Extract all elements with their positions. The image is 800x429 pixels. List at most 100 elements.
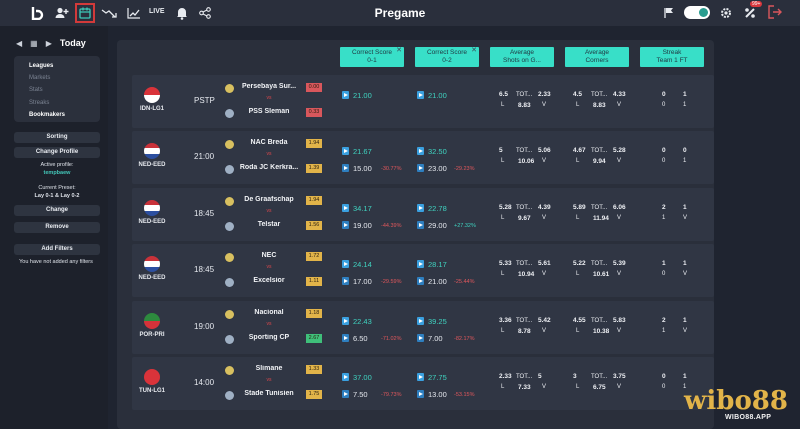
chevron-left-icon[interactable]: ◀ (16, 38, 23, 48)
home-team[interactable]: NEC (261, 252, 277, 259)
bell-icon[interactable] (173, 4, 191, 22)
play-icon[interactable] (417, 260, 424, 268)
share-icon[interactable] (196, 4, 214, 22)
play-icon[interactable] (342, 221, 349, 229)
cs01-odds-current[interactable]: 15.00 (353, 164, 372, 173)
shots-v-label: V (542, 102, 547, 108)
play-icon[interactable] (417, 317, 424, 325)
play-icon[interactable] (342, 164, 349, 172)
play-icon[interactable] (342, 204, 349, 212)
play-icon[interactable] (342, 334, 349, 342)
column-header-streak[interactable]: Streak Team 1 FT (640, 47, 704, 67)
calendar-icon[interactable] (75, 3, 95, 23)
cs02-odds[interactable]: 32.50 (428, 147, 447, 156)
cs01-odds-current[interactable]: 6.50 (353, 334, 368, 343)
home-team[interactable]: Nacional (254, 309, 284, 316)
cs01-odds[interactable]: 22.43 (353, 317, 372, 326)
sorting-button[interactable]: Sorting (14, 132, 100, 143)
play-icon[interactable] (417, 164, 424, 172)
corners-total-label: TOT... (591, 374, 608, 380)
play-icon[interactable] (342, 317, 349, 325)
cs01-odds[interactable]: 21.67 (353, 147, 372, 156)
play-icon[interactable] (417, 277, 424, 285)
cs02-odds[interactable]: 22.78 (428, 204, 447, 213)
cs01-odds[interactable]: 21.00 (353, 91, 372, 100)
play-icon[interactable] (417, 373, 424, 381)
column-header-cs02[interactable]: Correct Score 0-2 ✕ (415, 47, 479, 67)
sidebar-item-markets[interactable]: Markets (29, 75, 51, 82)
play-icon[interactable] (342, 390, 349, 398)
chevron-right-icon[interactable]: ▶ (45, 38, 52, 48)
home-team[interactable]: Persebaya Sur... (241, 83, 297, 90)
play-icon[interactable] (342, 260, 349, 268)
cs01-odds-current[interactable]: 7.50 (353, 390, 368, 399)
remove-preset-button[interactable]: Remove (14, 222, 100, 233)
play-icon[interactable] (417, 204, 424, 212)
gear-icon[interactable] (717, 4, 735, 22)
home-team[interactable]: Slimane (255, 365, 283, 372)
theme-toggle[interactable] (684, 6, 710, 19)
cs02-odds[interactable]: 39.25 (428, 317, 447, 326)
match-row[interactable]: IDN-LG1 PSTP Persebaya Sur... vs PSS Sleman 0… (132, 75, 714, 128)
play-icon[interactable] (342, 147, 349, 155)
cs01-odds[interactable]: 37.00 (353, 373, 372, 382)
play-icon[interactable] (417, 91, 424, 99)
corners-v-label: V (617, 158, 622, 164)
change-preset-button[interactable]: Change (14, 205, 100, 216)
user-add-icon[interactable] (53, 4, 71, 22)
sidebar-item-stats[interactable]: Stats (29, 87, 43, 94)
calendar-small-icon[interactable]: ▦ (30, 38, 38, 48)
home-team[interactable]: NAC Breda (250, 139, 288, 146)
cs02-odds-current[interactable]: 23.00 (428, 164, 447, 173)
play-icon[interactable] (417, 334, 424, 342)
play-icon[interactable] (342, 277, 349, 285)
play-icon[interactable] (417, 390, 424, 398)
change-profile-button[interactable]: Change Profile (14, 147, 100, 158)
cs01-odds-current[interactable]: 19.00 (353, 221, 372, 230)
cs01-odds-current[interactable]: 17.00 (353, 277, 372, 286)
logout-icon[interactable] (768, 5, 782, 22)
logo-icon[interactable] (28, 4, 46, 22)
cs02-odds[interactable]: 27.75 (428, 373, 447, 382)
away-team[interactable]: PSS Sleman (248, 108, 290, 115)
match-row[interactable]: TUN-LG1 14:00 Slimane vs Stade Tunisien 1.33 1… (132, 357, 714, 410)
cs02-odds-current[interactable]: 21.00 (428, 277, 447, 286)
chart-icon[interactable] (125, 4, 143, 22)
away-team[interactable]: Roda JC Kerkra... (239, 164, 299, 171)
add-filters-button[interactable]: Add Filters (14, 244, 100, 255)
match-row[interactable]: NED-EED 18:45 NEC vs Excelsior 1.72 1.11 24.14 1… (132, 244, 714, 297)
page-title: Pregame (374, 6, 426, 20)
away-team[interactable]: Sporting CP (248, 334, 290, 341)
close-icon[interactable]: ✕ (471, 47, 477, 54)
play-icon[interactable] (342, 373, 349, 381)
match-row[interactable]: NED-EED 18:45 De Graafschap vs Telstar 1.94 1.… (132, 188, 714, 241)
cs02-odds[interactable]: 21.00 (428, 91, 447, 100)
gift-icon[interactable] (741, 4, 759, 22)
cs02-odds-current[interactable]: 7.00 (428, 334, 443, 343)
away-team[interactable]: Telstar (257, 221, 281, 228)
cs02-odds-current[interactable]: 29.00 (428, 221, 447, 230)
match-row[interactable]: NED-EED 21:00 NAC Breda vs Roda JC Kerkra...… (132, 131, 714, 184)
play-icon[interactable] (342, 91, 349, 99)
match-row[interactable]: POR-PRI 19:00 Nacional vs Sporting CP 1.18 2.6… (132, 301, 714, 354)
play-icon[interactable] (417, 221, 424, 229)
sidebar-item-leagues[interactable]: Leagues (29, 63, 54, 69)
away-team[interactable]: Excelsior (253, 277, 285, 284)
flag-icon[interactable] (660, 4, 678, 22)
home-team[interactable]: De Graafschap (244, 196, 294, 203)
column-header-cs01[interactable]: Correct Score 0-1 ✕ (340, 47, 404, 67)
cs02-odds-current[interactable]: 13.00 (428, 390, 447, 399)
cs01-odds[interactable]: 24.14 (353, 260, 372, 269)
close-icon[interactable]: ✕ (396, 47, 402, 54)
sidebar-item-bookmakers[interactable]: Bookmakers (29, 111, 66, 118)
cs02-odds[interactable]: 28.17 (428, 260, 447, 269)
column-header-shots[interactable]: Average Shots on G... (490, 47, 554, 67)
live-link[interactable]: LIVE (149, 8, 165, 15)
column-header-corners[interactable]: Average Corners (565, 47, 629, 67)
away-team[interactable]: Stade Tunisien (244, 390, 294, 397)
cs01-odds[interactable]: 34.17 (353, 204, 372, 213)
trend-icon[interactable] (100, 4, 118, 22)
shots-l-label: L (501, 102, 505, 108)
sidebar-item-streaks[interactable]: Streaks (29, 99, 50, 106)
play-icon[interactable] (417, 147, 424, 155)
